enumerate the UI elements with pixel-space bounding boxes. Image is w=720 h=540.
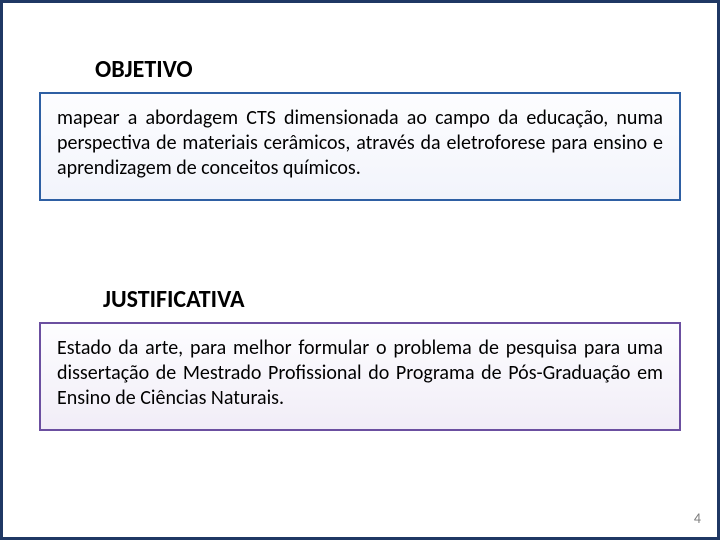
slide-frame: OBJETIVO mapear a abordagem CTS dimensio… xyxy=(0,0,720,540)
page-number: 4 xyxy=(694,510,701,527)
text-justificativa: Estado da arte, para melhor formular o p… xyxy=(57,336,663,410)
heading-justificativa: JUSTIFICATIVA xyxy=(103,285,717,314)
text-objetivo: mapear a abordagem CTS dimensionada ao c… xyxy=(57,106,663,180)
box-justificativa: Estado da arte, para melhor formular o p… xyxy=(39,322,681,431)
heading-objetivo: OBJETIVO xyxy=(95,55,717,84)
box-objetivo: mapear a abordagem CTS dimensionada ao c… xyxy=(39,92,681,201)
